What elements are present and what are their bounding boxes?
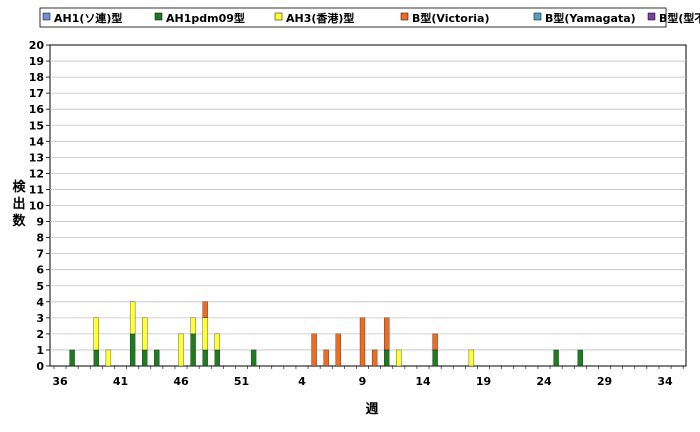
y-tick-label: 0 xyxy=(36,360,44,373)
x-tick-label: 24 xyxy=(536,375,552,388)
y-tick-label: 5 xyxy=(36,280,44,293)
bar-segment xyxy=(468,349,475,367)
legend-label: AH3(香港)型 xyxy=(286,11,354,25)
bar-segment xyxy=(93,317,99,351)
bar-segment xyxy=(311,333,317,367)
x-tick-label: 36 xyxy=(52,375,68,388)
y-tick-label: 20 xyxy=(29,39,45,52)
bar-segment xyxy=(142,349,148,367)
legend-swatch xyxy=(274,12,283,21)
y-tick-label: 6 xyxy=(36,264,44,277)
bar-segment xyxy=(250,349,257,367)
legend-swatch xyxy=(533,12,542,21)
bar-segment xyxy=(190,317,196,335)
y-tick-label: 10 xyxy=(29,200,45,213)
legend-box xyxy=(39,7,667,28)
y-tick-label: 3 xyxy=(36,312,44,325)
x-axis-ticks: 36 41 46 51 4 9 14 19 24 29 34 xyxy=(52,366,684,388)
x-tick-label: 19 xyxy=(476,375,491,388)
bar-segment xyxy=(384,317,390,351)
bar-segment xyxy=(69,349,75,367)
y-tick-label: 2 xyxy=(36,328,44,341)
bar-segment xyxy=(335,333,341,367)
legend-label: B型(Victoria) xyxy=(412,11,489,25)
x-tick-label: 34 xyxy=(657,375,673,388)
y-tick-label: 15 xyxy=(29,119,44,132)
bar-segment xyxy=(129,301,136,335)
y-axis-title-char: 出 xyxy=(12,196,25,212)
bar-segment xyxy=(154,349,160,367)
x-tick-label: 46 xyxy=(173,375,189,388)
bar-segment xyxy=(384,349,390,367)
bar-segment xyxy=(105,349,112,367)
legend-label: B型(Yamagata) xyxy=(545,11,636,25)
legend-swatch xyxy=(154,12,163,21)
bar-segment xyxy=(432,333,438,351)
legend-swatch xyxy=(42,12,51,21)
y-tick-label: 14 xyxy=(29,135,45,148)
legend-label: B型(型不明) xyxy=(659,11,700,25)
legend-label: AH1pdm09型 xyxy=(166,11,245,25)
bar-segment xyxy=(371,349,378,367)
y-tick-label: 12 xyxy=(29,167,44,180)
y-tick-label: 11 xyxy=(29,183,44,196)
y-tick-label: 4 xyxy=(36,296,44,309)
legend-swatch xyxy=(647,12,656,21)
x-tick-label: 41 xyxy=(113,375,128,388)
y-tick-label: 18 xyxy=(29,71,44,84)
y-tick-label: 17 xyxy=(29,87,44,100)
bar-segment xyxy=(577,349,583,367)
y-tick-label: 19 xyxy=(29,55,44,68)
bar-segment xyxy=(214,333,220,351)
y-tick-label: 1 xyxy=(36,344,44,357)
bar-segment xyxy=(202,349,208,367)
bar-segment xyxy=(178,333,184,367)
y-tick-label: 8 xyxy=(36,232,44,245)
y-tick-label: 13 xyxy=(29,151,44,164)
bar-segment xyxy=(359,317,366,367)
y-tick-label: 9 xyxy=(36,216,44,229)
y-tick-label: 16 xyxy=(29,103,45,116)
bar-segment xyxy=(142,317,148,351)
x-axis-title: 週 xyxy=(365,402,378,417)
bar-segment xyxy=(396,349,402,367)
legend-swatch xyxy=(400,12,409,21)
y-tick-label: 7 xyxy=(36,248,44,261)
bar-segment xyxy=(202,301,208,318)
legend: AH1(ソ連)型 AH1pdm09型 AH3(香港)型 B型(Victoria) B型(… xyxy=(42,11,700,25)
x-tick-label: 4 xyxy=(298,375,306,388)
bar-segment xyxy=(432,349,438,367)
y-axis-title: 検出数 xyxy=(12,179,26,229)
bar-segment xyxy=(93,349,99,367)
x-tick-label: 51 xyxy=(234,375,249,388)
bar-segment xyxy=(553,349,559,367)
x-tick-label: 14 xyxy=(415,375,431,388)
bar-segment xyxy=(202,317,208,351)
bar-segment xyxy=(190,333,196,367)
y-axis-title-char: 検 xyxy=(12,179,26,195)
bar-segment xyxy=(129,333,136,367)
legend-label: AH1(ソ連)型 xyxy=(54,11,122,25)
y-axis-title-char: 数 xyxy=(12,213,26,229)
x-tick-label: 9 xyxy=(359,375,367,388)
x-tick-label: 29 xyxy=(597,375,612,388)
bars xyxy=(69,301,583,367)
bar-segment xyxy=(214,349,220,367)
bar-segment xyxy=(323,349,329,367)
